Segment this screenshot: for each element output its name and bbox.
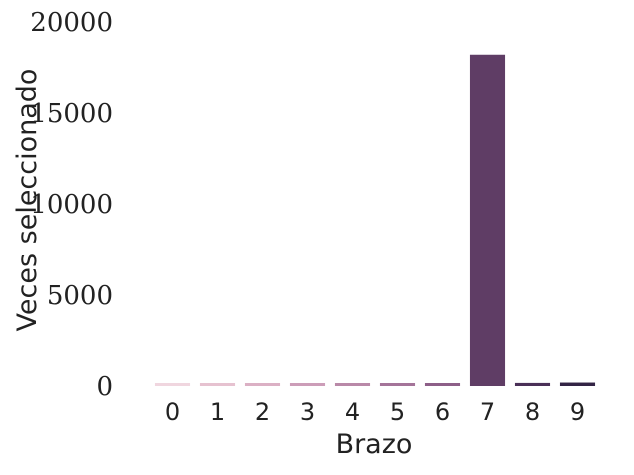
x-tick-label: 5 bbox=[390, 398, 405, 426]
bar-9 bbox=[559, 382, 596, 386]
bar-5 bbox=[379, 383, 416, 386]
y-tick-label: 20000 bbox=[30, 8, 113, 38]
x-axis-label: Brazo bbox=[336, 429, 413, 460]
y-tick-label: 0 bbox=[96, 372, 113, 402]
x-tick-label: 2 bbox=[255, 398, 270, 426]
x-tick-label: 8 bbox=[525, 398, 540, 426]
x-tick-label: 7 bbox=[480, 398, 495, 426]
x-tick-label: 4 bbox=[345, 398, 360, 426]
bar-6 bbox=[424, 383, 461, 386]
x-ticks-group: 0 1 2 3 4 5 6 7 8 9 bbox=[165, 398, 585, 426]
x-tick-label: 0 bbox=[165, 398, 180, 426]
bar-7 bbox=[469, 54, 506, 386]
bar-2 bbox=[244, 383, 281, 386]
x-tick-label: 9 bbox=[570, 398, 585, 426]
bar-3 bbox=[289, 383, 326, 386]
bar-0 bbox=[154, 383, 191, 386]
y-axis-label: Veces seleccionado bbox=[12, 69, 43, 332]
x-tick-label: 3 bbox=[300, 398, 315, 426]
y-tick-label: 5000 bbox=[47, 281, 113, 311]
y-ticks-group: 0 5000 10000 15000 20000 bbox=[30, 8, 113, 402]
bar-8 bbox=[514, 382, 551, 386]
bars-group bbox=[154, 54, 596, 386]
bar-1 bbox=[199, 383, 236, 386]
bar-4 bbox=[334, 383, 371, 386]
y-tick-label: 15000 bbox=[30, 99, 113, 129]
y-tick-label: 10000 bbox=[30, 190, 113, 220]
x-tick-label: 1 bbox=[210, 398, 225, 426]
x-tick-label: 6 bbox=[435, 398, 450, 426]
